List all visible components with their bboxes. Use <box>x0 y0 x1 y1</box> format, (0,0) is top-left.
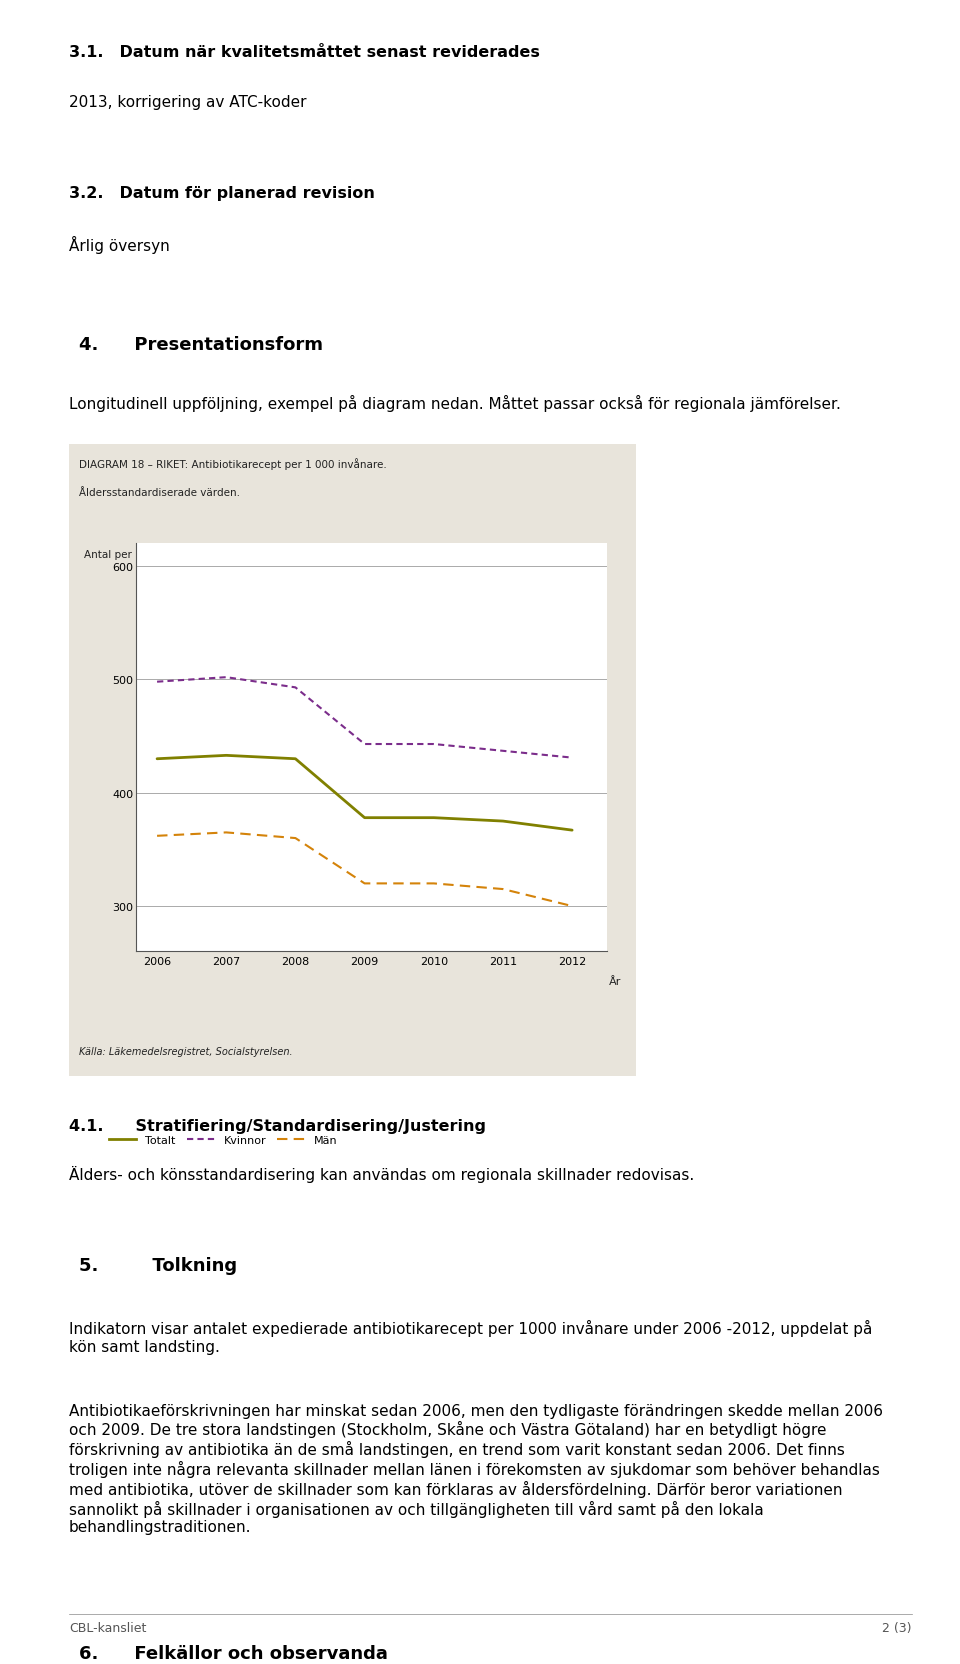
Text: Årlig översyn: Årlig översyn <box>69 236 170 255</box>
Text: År: År <box>609 977 621 987</box>
Text: 2 (3): 2 (3) <box>882 1621 912 1634</box>
Text: Indikatorn visar antalet expedierade antibiotikarecept per 1000 invånare under 2: Indikatorn visar antalet expedierade ant… <box>69 1320 873 1354</box>
Legend: Totalt, Kvinnor, Män: Totalt, Kvinnor, Män <box>105 1132 342 1150</box>
Text: 5.   Tolkning: 5. Tolkning <box>79 1256 237 1275</box>
FancyBboxPatch shape <box>69 444 636 1077</box>
Text: Älders- och könsstandardisering kan användas om regionala skillnader redovisas.: Älders- och könsstandardisering kan anvä… <box>69 1165 694 1181</box>
Text: 3.1. Datum när kvalitetsmåttet senast reviderades: 3.1. Datum när kvalitetsmåttet senast re… <box>69 45 540 60</box>
Text: DIAGRAM 18 – RIKET: Antibiotikarecept per 1 000 invånare.: DIAGRAM 18 – RIKET: Antibiotikarecept pe… <box>79 458 387 469</box>
Text: 6.  Felkällor och observanda: 6. Felkällor och observanda <box>79 1644 388 1662</box>
Text: CBL-kansliet: CBL-kansliet <box>69 1621 147 1634</box>
Text: 4.1.  Stratifiering/Standardisering/Justering: 4.1. Stratifiering/Standardisering/Juste… <box>69 1118 486 1133</box>
Text: 3.2. Datum för planerad revision: 3.2. Datum för planerad revision <box>69 186 375 201</box>
Text: Källa: Läkemedelsregistret, Socialstyrelsen.: Källa: Läkemedelsregistret, Socialstyrel… <box>79 1047 293 1057</box>
Text: Antal per 1 000 invånare: Antal per 1 000 invånare <box>84 547 213 559</box>
Text: Åldersstandardiserade värden.: Åldersstandardiserade värden. <box>79 488 240 498</box>
Text: Longitudinell uppföljning, exempel på diagram nedan. Måttet passar också för reg: Longitudinell uppföljning, exempel på di… <box>69 394 841 411</box>
Text: Antibiotikaeförskrivningen har minskat sedan 2006, men den tydligaste förändring: Antibiotikaeförskrivningen har minskat s… <box>69 1403 883 1534</box>
Text: 4.  Presentationsform: 4. Presentationsform <box>79 336 323 354</box>
Text: 2013, korrigering av ATC-koder: 2013, korrigering av ATC-koder <box>69 95 306 110</box>
